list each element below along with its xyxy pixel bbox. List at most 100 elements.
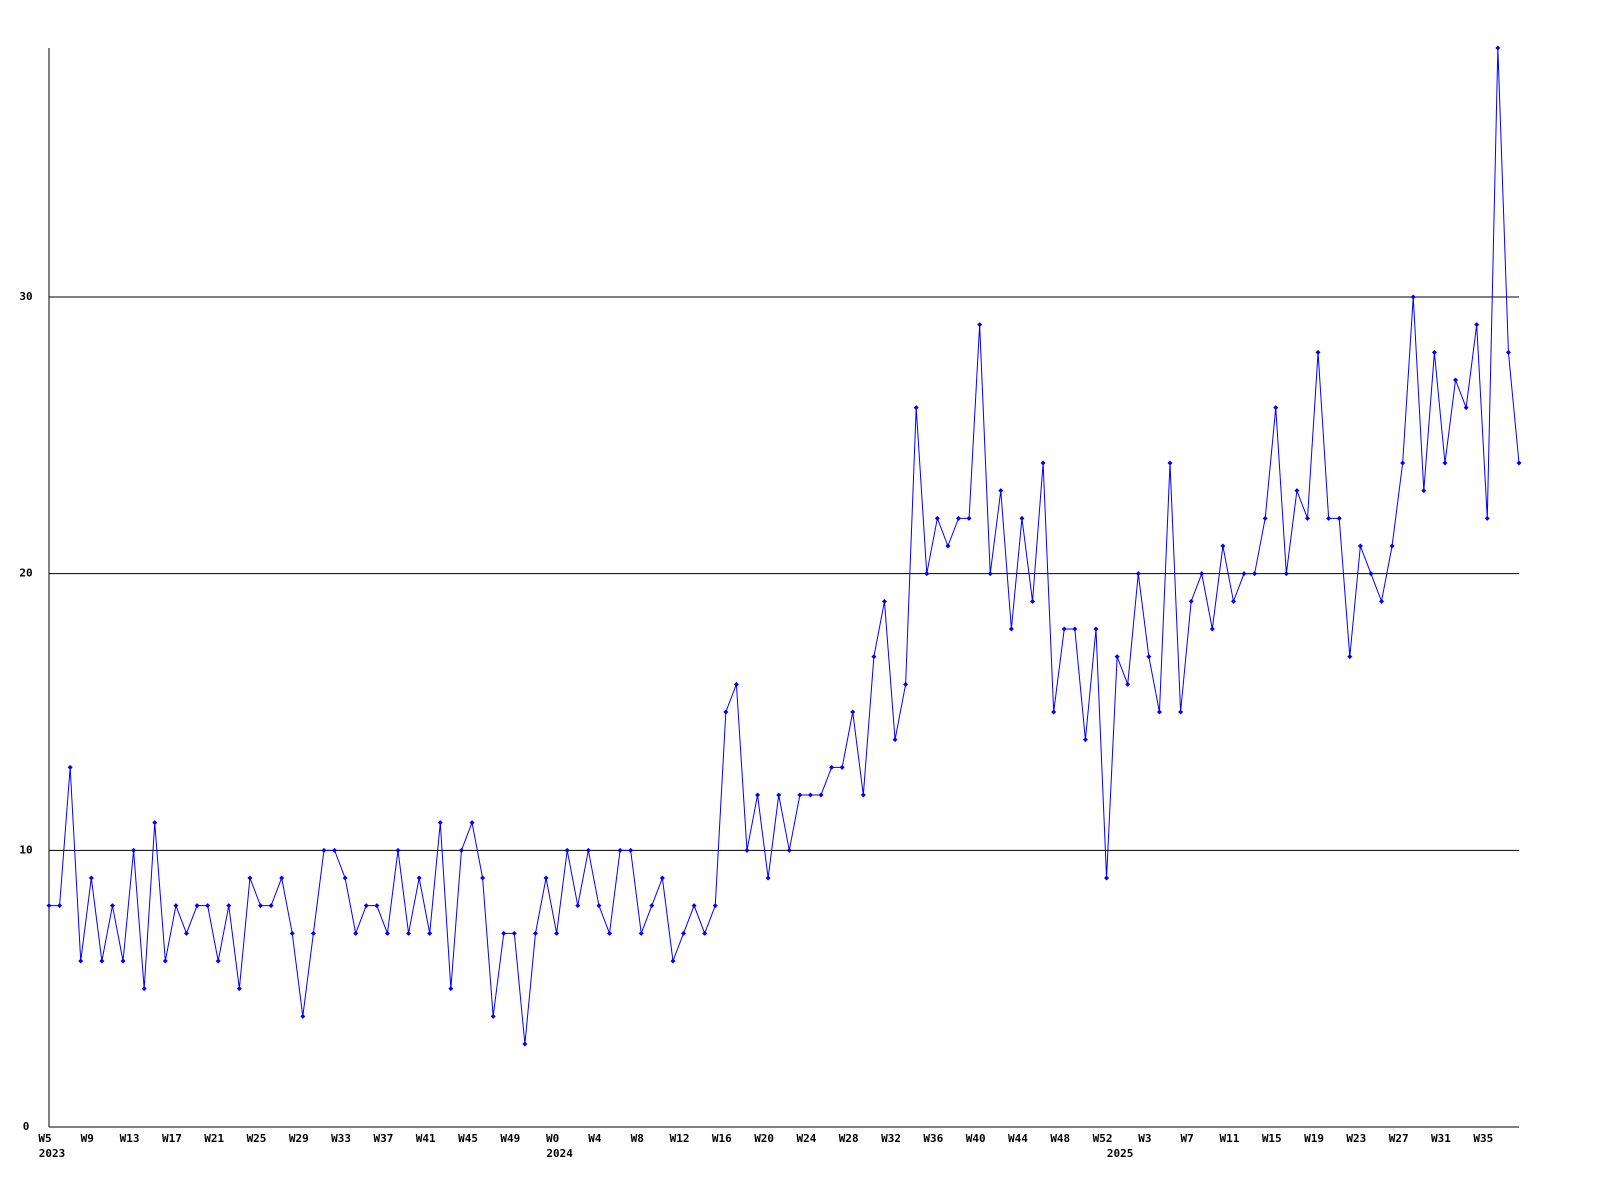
point-marker [1156,709,1162,715]
point-marker [1315,349,1321,355]
point-marker [310,930,316,936]
x-tick-label: W7 [1181,1132,1194,1145]
y-tick-label: 10 [19,843,32,856]
point-marker [289,930,295,936]
point-marker [755,792,761,798]
point-marker [1188,598,1194,604]
point-marker [469,820,475,826]
point-marker [458,847,464,853]
y-tick-label: 30 [19,290,32,303]
point-marker [659,875,665,881]
point-marker [723,709,729,715]
point-marker [1051,709,1057,715]
point-marker [1167,460,1173,466]
x-tick-label: W5 [38,1132,51,1145]
point-marker [596,903,602,909]
point-marker [564,847,570,853]
point-marker [416,875,422,881]
point-marker [226,903,232,909]
x-tick-label: W16 [712,1132,732,1145]
point-marker [934,515,940,521]
point-marker [1146,654,1152,660]
point-marker [1347,654,1353,660]
x-tick-label: W23 [1346,1132,1366,1145]
point-marker [776,792,782,798]
x-tick-label: W21 [204,1132,224,1145]
point-marker [448,986,454,992]
x-tick-label: W24 [797,1132,817,1145]
point-marker [1230,598,1236,604]
point-marker [374,903,380,909]
point-marker [120,958,126,964]
point-marker [871,654,877,660]
point-marker [109,903,115,909]
point-marker [733,681,739,687]
point-marker [1209,626,1215,632]
point-marker [1135,571,1141,577]
point-marker [903,681,909,687]
point-marker [141,986,147,992]
point-marker [78,958,84,964]
point-marker [607,930,613,936]
x-tick-label: W3 [1138,1132,1151,1145]
x-tick-label: W48 [1050,1132,1070,1145]
point-marker [702,930,708,936]
x-tick-label: W36 [923,1132,943,1145]
point-marker [1484,515,1490,521]
point-marker [1273,405,1279,411]
point-marker [1178,709,1184,715]
x-tick-label: W35 [1473,1132,1493,1145]
point-marker [363,903,369,909]
point-marker [1241,571,1247,577]
point-marker [638,930,644,936]
point-marker [480,875,486,881]
x-tick-label: W37 [373,1132,393,1145]
point-marker [1019,515,1025,521]
x-tick-label: W44 [1008,1132,1028,1145]
point-marker [765,875,771,881]
x-tick-label: W49 [500,1132,520,1145]
point-marker [945,543,951,549]
point-marker [670,958,676,964]
point-marker [829,764,835,770]
point-marker [406,930,412,936]
point-marker [1283,571,1289,577]
point-marker [268,903,274,909]
point-marker [131,847,137,853]
point-marker [860,792,866,798]
point-marker [342,875,348,881]
point-marker [395,847,401,853]
point-marker [162,958,168,964]
point-marker [1082,737,1088,743]
point-marker [850,709,856,715]
point-marker [786,847,792,853]
point-marker [892,737,898,743]
point-marker [1463,405,1469,411]
point-marker [977,322,983,328]
point-marker [839,764,845,770]
point-marker [924,571,930,577]
point-marker [681,930,687,936]
point-marker [88,875,94,881]
point-marker [617,847,623,853]
point-marker [1357,543,1363,549]
point-marker [247,875,253,881]
point-marker [427,930,433,936]
point-marker [215,958,221,964]
point-marker [1125,681,1131,687]
x-tick-label: W52 [1093,1132,1113,1145]
point-marker [1304,515,1310,521]
x-tick-label: W13 [120,1132,140,1145]
point-marker [1368,571,1374,577]
point-marker [1072,626,1078,632]
x-tick-label: W17 [162,1132,182,1145]
x-tick-label: W41 [416,1132,436,1145]
x-tick-label: W40 [966,1132,986,1145]
x-tick-label: W12 [670,1132,690,1145]
point-marker [1008,626,1014,632]
x-tick-label: W45 [458,1132,478,1145]
point-marker [575,903,581,909]
point-marker [649,903,655,909]
